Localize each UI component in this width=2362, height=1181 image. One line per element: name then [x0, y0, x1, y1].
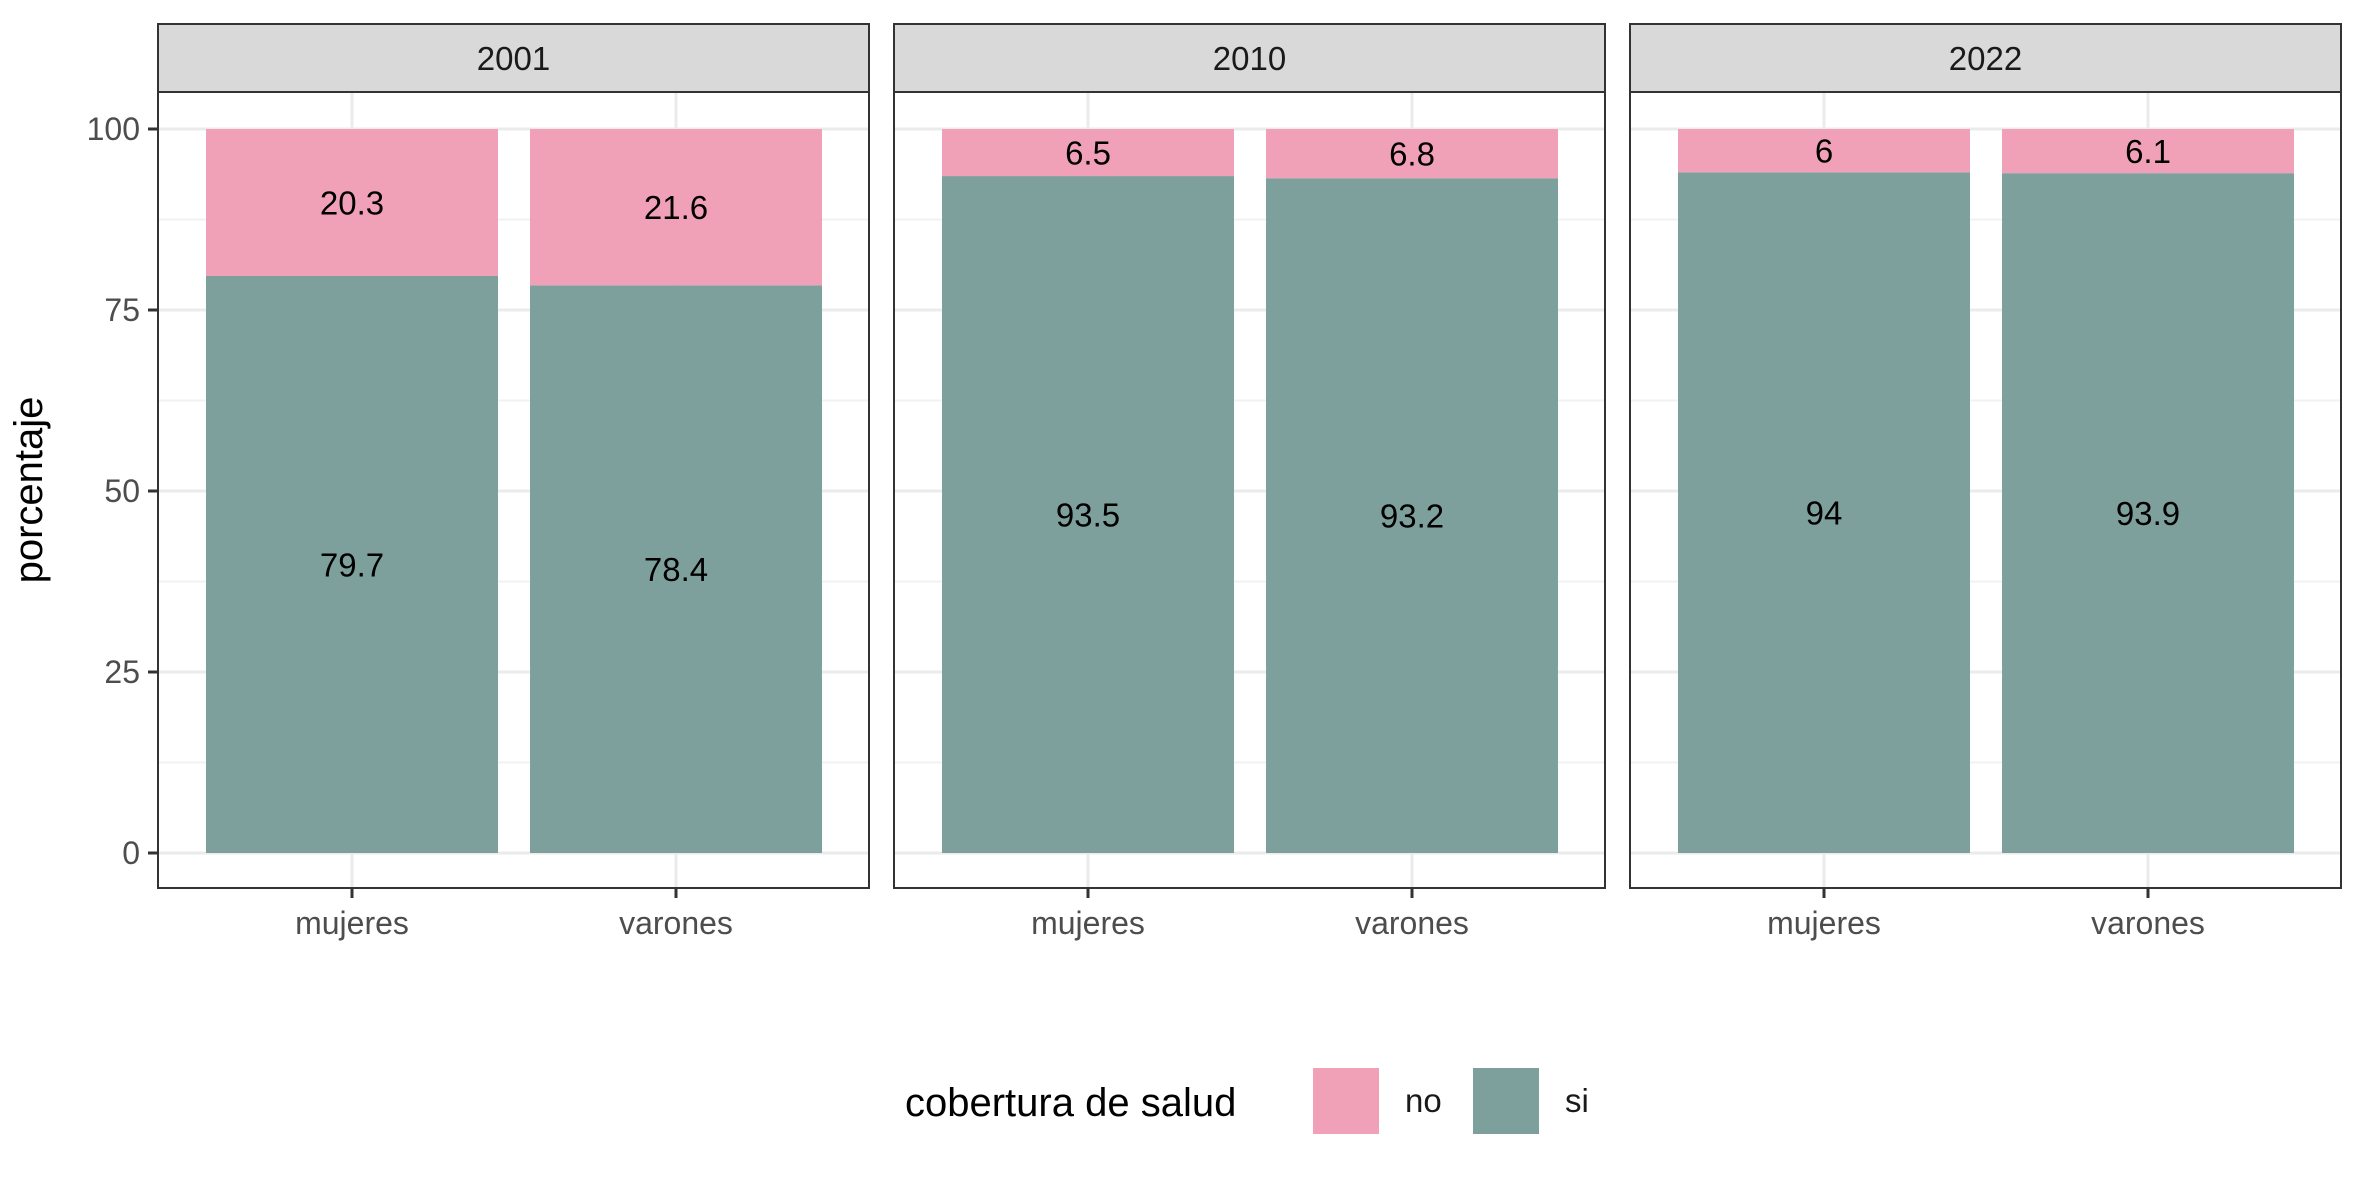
bar-no-varones [1266, 129, 1558, 179]
data-label-si: 93.2 [1380, 498, 1444, 535]
data-label-no: 21.6 [644, 189, 708, 226]
legend: cobertura de salud no si [905, 1068, 1589, 1134]
data-label-si: 93.9 [2116, 495, 2180, 532]
legend-label-no: no [1405, 1082, 1442, 1119]
facet-strip [893, 23, 1606, 93]
facet-strip-label: 2001 [477, 40, 550, 77]
data-label-si: 93.5 [1056, 497, 1120, 534]
legend-title: cobertura de salud [905, 1081, 1236, 1125]
facet-strip [1629, 23, 2342, 93]
bar-no-varones [530, 129, 822, 286]
bar-si-mujeres [1678, 172, 1970, 853]
facet-strip-label: 2022 [1949, 40, 2022, 77]
bar-si-varones [2002, 173, 2294, 853]
data-label-no: 6.8 [1389, 136, 1435, 173]
x-tick-label: varones [1355, 905, 1469, 941]
x-tick-label: mujeres [295, 905, 409, 941]
x-tick-label: varones [2091, 905, 2205, 941]
facet-panel-2010: 93.5 6.5 93.2 6.8 2010 mujeres varones [893, 23, 1606, 941]
x-tick-label: varones [619, 905, 733, 941]
x-tick-label: mujeres [1031, 905, 1145, 941]
bar-no-mujeres [1678, 129, 1970, 173]
x-tick-label: mujeres [1767, 905, 1881, 941]
bar-no-mujeres [206, 129, 498, 276]
legend-key-si [1473, 1068, 1539, 1134]
y-tick-label: 50 [104, 473, 140, 509]
facet-panel-2022: 94 6 93.9 6.1 2022 mujeres varones [1629, 23, 2342, 941]
legend-label-si: si [1565, 1082, 1589, 1119]
y-tick-label: 100 [87, 111, 140, 147]
facet-strip-label: 2010 [1213, 40, 1286, 77]
data-label-no: 6 [1815, 133, 1833, 170]
facet-strip [157, 23, 870, 93]
bar-no-mujeres [942, 129, 1234, 177]
bar-si-mujeres [206, 275, 498, 853]
data-label-si: 78.4 [644, 551, 708, 588]
facet-panels: 79.7 20.3 78.4 21.6 2001 mujeres varones 93.5 6.… [157, 23, 2342, 941]
y-axis-title: porcentaje [7, 397, 51, 584]
facet-panel-2001: 79.7 20.3 78.4 21.6 2001 mujeres varones [157, 23, 870, 941]
legend-key-no [1313, 1068, 1379, 1134]
bar-si-varones [530, 285, 822, 853]
data-label-no: 6.5 [1065, 135, 1111, 172]
bar-no-varones [2002, 129, 2294, 174]
data-label-no: 20.3 [320, 184, 384, 221]
y-tick-label: 0 [122, 835, 140, 871]
y-tick-label: 25 [104, 654, 140, 690]
y-axis: 0 25 50 75 100 [87, 111, 158, 871]
bar-si-varones [1266, 178, 1558, 853]
bar-si-mujeres [942, 176, 1234, 853]
data-label-si: 94 [1806, 495, 1843, 532]
data-label-no: 6.1 [2125, 133, 2171, 170]
y-tick-label: 75 [104, 292, 140, 328]
data-label-si: 79.7 [320, 546, 384, 583]
